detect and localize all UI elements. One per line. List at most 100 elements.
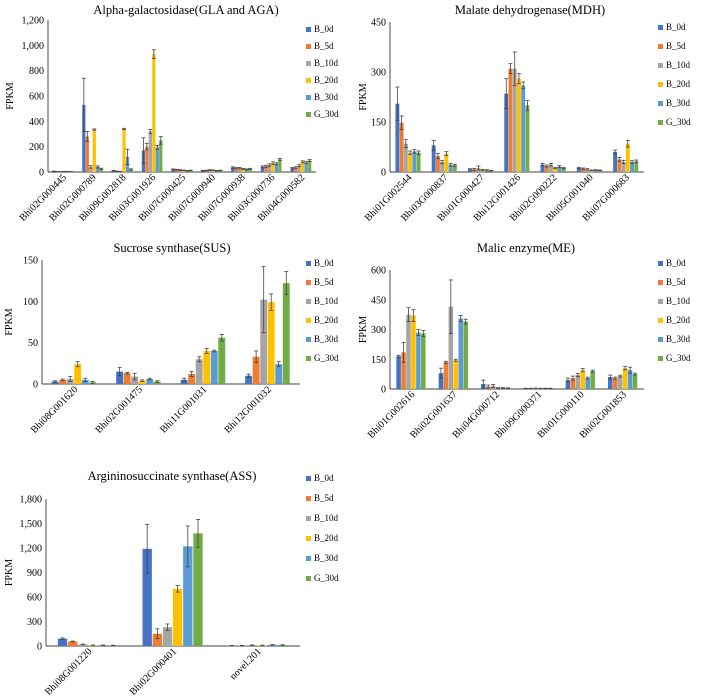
chart-svg: Sucrose synthase(SUS) 0 50 100 150 FPKM Bhi08G… bbox=[4, 241, 339, 436]
legend-label: G_30d bbox=[314, 353, 339, 363]
error-bar bbox=[122, 127, 127, 130]
bar bbox=[468, 169, 472, 172]
bar bbox=[627, 370, 633, 389]
legend-label: B_30d bbox=[666, 334, 691, 344]
bar bbox=[512, 68, 517, 172]
bar bbox=[123, 373, 131, 384]
chart-svg: Malic enzyme(ME)0150300450600FPKMBhi01G0… bbox=[358, 241, 691, 441]
legend-swatch bbox=[658, 101, 663, 106]
y-axis-label: FPKM bbox=[5, 82, 16, 109]
error-bar bbox=[300, 160, 305, 164]
error-bar bbox=[608, 374, 613, 380]
error-bar bbox=[115, 170, 120, 173]
y-tick-label: 600 bbox=[29, 92, 44, 103]
y-tick-label: 200 bbox=[29, 142, 44, 153]
bar bbox=[267, 302, 275, 384]
error-bar bbox=[448, 279, 453, 334]
error-bar bbox=[452, 163, 457, 167]
legend-label: G_30d bbox=[314, 109, 339, 119]
legend-label: B_5d bbox=[666, 277, 686, 287]
x-tick-label: Bhi12G001032 bbox=[222, 384, 273, 435]
bar bbox=[78, 644, 88, 646]
error-bar bbox=[60, 637, 65, 640]
error-bar bbox=[178, 169, 183, 171]
bar bbox=[517, 78, 521, 172]
x-tick-label: Bhi02G001475 bbox=[93, 384, 144, 435]
bar bbox=[581, 168, 585, 172]
bar bbox=[122, 128, 126, 172]
error-bar bbox=[185, 170, 190, 172]
bar bbox=[438, 373, 444, 389]
legend-label: B_5d bbox=[314, 41, 334, 51]
bar bbox=[444, 153, 449, 172]
bar bbox=[152, 633, 163, 646]
error-bar bbox=[403, 139, 408, 149]
error-bar bbox=[472, 167, 477, 171]
bar bbox=[278, 159, 282, 172]
y-tick-label: 0 bbox=[33, 380, 38, 391]
error-bar bbox=[99, 167, 104, 170]
error-bar bbox=[261, 266, 266, 334]
error-bar bbox=[111, 169, 116, 172]
error-bar bbox=[270, 161, 275, 165]
chart-svg: Malate dehydrogenase(MDH) 0 150 300 450 FPKM B… bbox=[358, 3, 691, 224]
error-bar bbox=[254, 350, 259, 363]
legend-label: B_5d bbox=[666, 41, 686, 51]
error-bar bbox=[481, 379, 486, 389]
y-tick-label: 450 bbox=[371, 18, 386, 29]
error-bar bbox=[440, 159, 445, 165]
error-bar bbox=[290, 167, 295, 170]
y-tick-label: 800 bbox=[29, 66, 44, 77]
error-bar bbox=[269, 293, 274, 311]
bar bbox=[621, 162, 626, 172]
legend-label: B_20d bbox=[314, 315, 339, 325]
legend-label: B_10d bbox=[314, 296, 339, 306]
error-bar bbox=[504, 78, 509, 110]
error-bar bbox=[234, 167, 239, 170]
legend-label: B_20d bbox=[666, 79, 691, 89]
error-bar bbox=[70, 640, 75, 643]
error-bar bbox=[60, 378, 65, 382]
error-bar bbox=[453, 358, 458, 362]
error-bar bbox=[448, 162, 453, 167]
bar bbox=[99, 168, 103, 172]
error-bar bbox=[68, 376, 73, 382]
error-bar bbox=[435, 152, 440, 160]
error-bar bbox=[128, 168, 133, 171]
bar bbox=[173, 588, 183, 646]
x-tick-label: Bhi08G001220 bbox=[43, 646, 94, 696]
bar bbox=[81, 379, 89, 384]
bar bbox=[443, 362, 449, 389]
error-bar bbox=[304, 161, 309, 164]
error-bar bbox=[175, 585, 180, 593]
error-bar bbox=[623, 366, 628, 371]
legend-label: B_30d bbox=[314, 553, 339, 563]
bar bbox=[159, 140, 163, 172]
error-bar bbox=[575, 373, 580, 378]
error-bar bbox=[297, 164, 302, 168]
legend-swatch bbox=[306, 280, 311, 285]
error-bar bbox=[211, 169, 216, 171]
legend-swatch bbox=[306, 476, 311, 481]
error-bar bbox=[125, 148, 130, 165]
error-bar bbox=[145, 523, 150, 574]
argininosuccinate-synthase-chart: Argininosuccinate synthase(ASS) 0 300 600 90… bbox=[0, 468, 354, 696]
bar bbox=[188, 374, 196, 384]
legend-swatch bbox=[306, 556, 311, 561]
chart-title: Malate dehydrogenase(MDH) bbox=[455, 3, 605, 17]
error-bar bbox=[621, 159, 626, 165]
bar bbox=[252, 356, 260, 384]
bar bbox=[297, 165, 301, 172]
bar bbox=[188, 170, 193, 172]
y-axis-label: FPKM bbox=[358, 316, 369, 343]
bar bbox=[131, 376, 139, 384]
y-tick-label: 1,200 bbox=[20, 544, 43, 555]
legend-swatch bbox=[306, 576, 311, 581]
legend-label: B_5d bbox=[314, 493, 334, 503]
bar bbox=[608, 377, 613, 389]
bar bbox=[138, 380, 146, 384]
bar bbox=[96, 166, 100, 172]
error-bar bbox=[246, 373, 251, 378]
error-bar bbox=[570, 375, 575, 381]
error-bar bbox=[581, 167, 586, 170]
